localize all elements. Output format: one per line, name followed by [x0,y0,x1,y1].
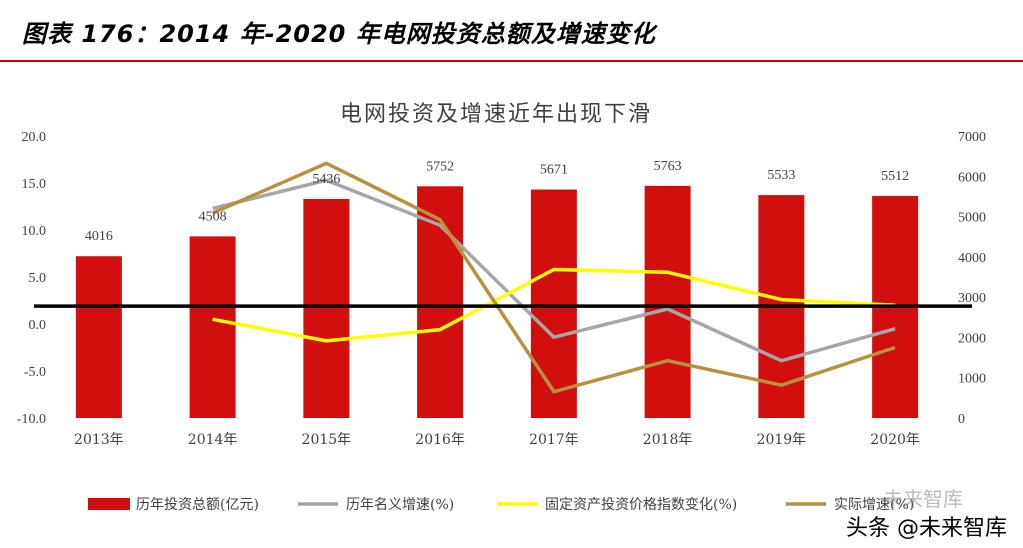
x-tick-label: 2017年 [529,432,579,448]
header-rule [0,60,1023,62]
bar-value-label: 5533 [767,168,795,183]
watermark-faint: 未来智库 [883,487,963,511]
legend-label: 固定资产投资价格指数变化(%) [545,497,737,513]
legend-label: 历年投资总额(亿元) [136,497,259,513]
legend-label: 历年名义增速(%) [346,497,454,513]
right-tick-label: 1000 [958,372,986,387]
bar-value-label: 5512 [881,169,909,184]
x-tick-label: 2020年 [870,432,920,448]
price-index-line [212,267,896,343]
right-tick-label: 2000 [958,331,986,346]
lines [34,161,972,394]
bar [644,185,691,418]
x-tick-label: 2018年 [643,432,693,448]
x-tick-label: 2016年 [415,432,465,448]
right-tick-label: 5000 [958,211,986,226]
left-tick-label: 0.0 [29,318,47,333]
bar-value-label: 5752 [426,159,454,174]
figure-header: 图表 176：2014 年-2020 年电网投资总额及增速变化 [0,0,1023,62]
nominal-growth-line [212,178,896,363]
left-tick-label: -5.0 [24,365,46,380]
bar [303,199,350,418]
axes: -10.0 -5.0 0.0 5.0 10.0 15.0 20.0 0 1000 2000 3000… [17,130,986,448]
bar [530,189,577,418]
legend-swatch-bar [88,498,130,510]
x-tick-label: 2015年 [302,432,352,448]
bar-value-label: 5763 [654,159,682,174]
bar-value-label: 5436 [312,172,340,187]
right-tick-label: 4000 [958,251,986,266]
x-tick-label: 2019年 [757,432,807,448]
chart: 电网投资及增速近年出现下滑 -10.0 -5.0 0.0 5.0 10.0 15.0 20.… [17,102,986,513]
right-tick-label: 7000 [958,130,986,145]
real-growth-line [211,161,896,394]
x-tick-label: 2014年 [188,432,238,448]
figure-title: 图表 176：2014 年-2020 年电网投资总额及增速变化 [22,20,656,48]
chart-title: 电网投资及增速近年出现下滑 [340,102,652,127]
left-tick-label: 5.0 [29,271,47,286]
legend-label: 实际增速(%) [834,497,914,513]
bar-value-label: 4508 [199,209,227,224]
bar [189,236,236,418]
left-tick-label: -10.0 [17,412,46,427]
x-tick-label: 2013年 [74,432,124,448]
right-tick-label: 0 [958,412,965,427]
bar-value-label: 4016 [85,229,113,244]
right-tick-label: 3000 [958,291,986,306]
bar-value-label: 5671 [540,163,568,178]
data-labels: 4016 4508 5436 5752 5671 5763 5533 5512 [85,159,909,244]
right-tick-label: 6000 [958,170,986,185]
left-tick-label: 15.0 [22,177,47,192]
left-tick-label: 20.0 [22,130,47,145]
bar [75,256,122,418]
watermark: 头条 @未来智库 [840,510,1013,542]
legend: 历年投资总额(亿元) 历年名义增速(%) 固定资产投资价格指数变化(%) 实际增速(%… [88,497,914,513]
left-tick-label: 10.0 [22,224,47,239]
